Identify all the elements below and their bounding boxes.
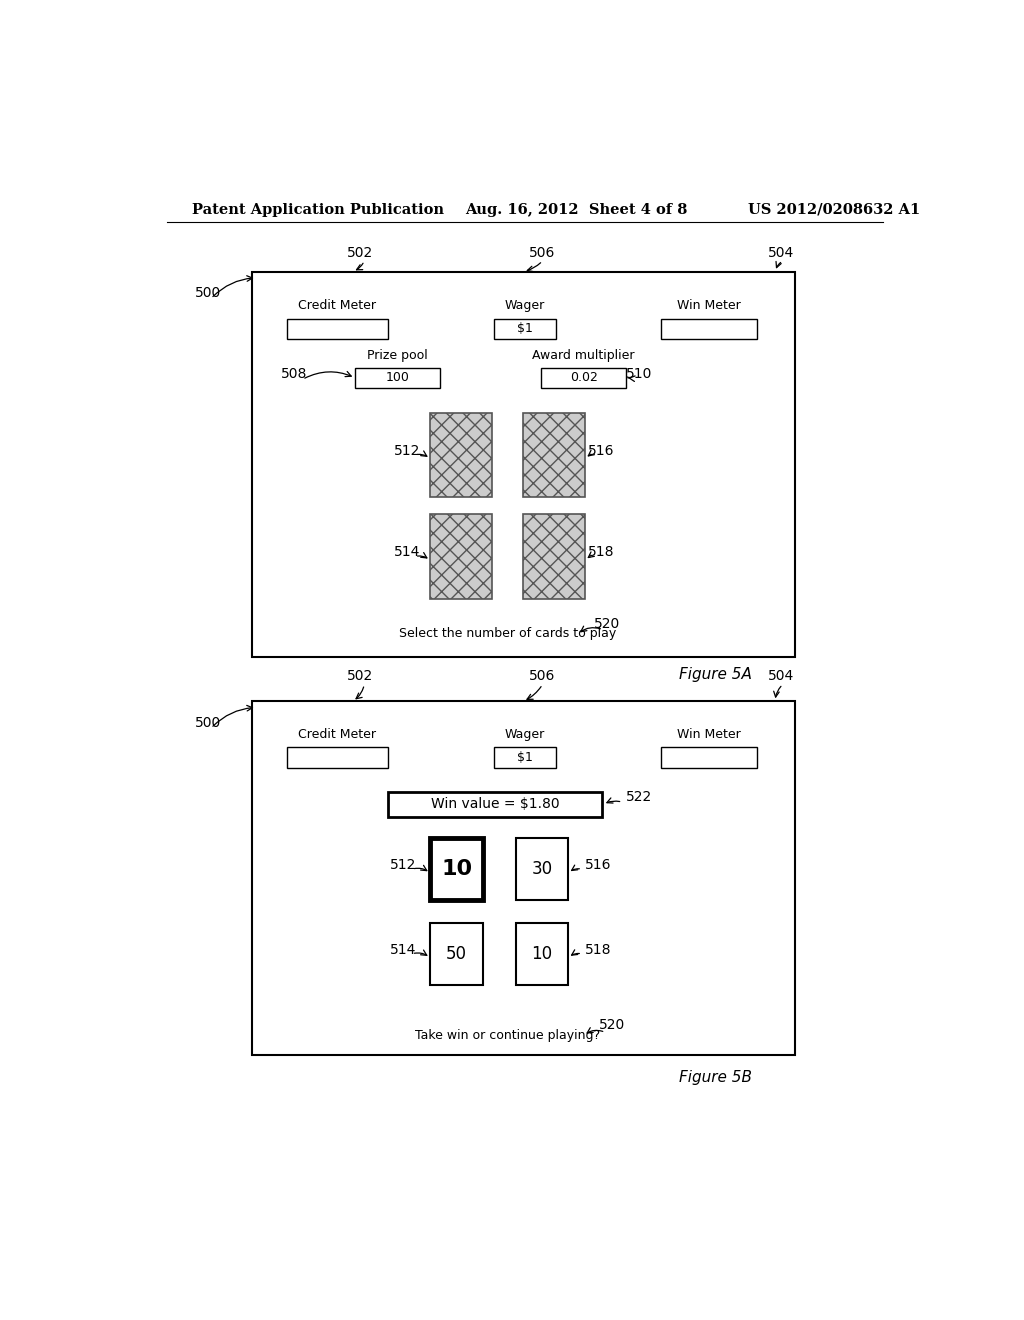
Bar <box>287 747 388 768</box>
Text: 30: 30 <box>531 861 552 878</box>
Text: 516: 516 <box>588 444 614 458</box>
Text: 522: 522 <box>626 789 652 804</box>
Text: 502: 502 <box>347 246 374 260</box>
Text: 50: 50 <box>446 945 467 962</box>
Text: 10: 10 <box>531 945 552 962</box>
Text: 500: 500 <box>196 715 221 730</box>
Text: Prize pool: Prize pool <box>368 348 428 362</box>
Bar <box>494 747 556 768</box>
Text: Aug. 16, 2012  Sheet 4 of 8: Aug. 16, 2012 Sheet 4 of 8 <box>465 203 687 216</box>
Bar <box>430 838 483 900</box>
Text: Figure 5B: Figure 5B <box>679 1071 752 1085</box>
Text: Award multiplier: Award multiplier <box>532 348 635 362</box>
Text: Win Meter: Win Meter <box>677 729 741 742</box>
Text: Figure 5A: Figure 5A <box>679 667 752 682</box>
Text: Credit Meter: Credit Meter <box>298 729 376 742</box>
Bar <box>662 318 758 339</box>
Text: 520: 520 <box>594 618 621 631</box>
Text: 502: 502 <box>347 669 374 682</box>
Text: Select the number of cards to play: Select the number of cards to play <box>399 627 616 640</box>
Text: Wager: Wager <box>505 300 545 313</box>
Bar <box>662 747 758 768</box>
Bar <box>541 368 627 388</box>
Bar <box>430 923 483 985</box>
Text: 510: 510 <box>627 367 652 381</box>
Text: Win Meter: Win Meter <box>677 300 741 313</box>
Text: 506: 506 <box>529 246 556 260</box>
Bar <box>388 792 601 817</box>
Text: 512: 512 <box>390 858 417 873</box>
Text: Take win or continue playing?: Take win or continue playing? <box>415 1028 600 1041</box>
Text: 504: 504 <box>768 669 795 682</box>
Text: 506: 506 <box>529 669 556 682</box>
Text: 514: 514 <box>390 942 417 957</box>
Text: 100: 100 <box>386 371 410 384</box>
Text: $1: $1 <box>517 751 532 764</box>
Bar <box>430 515 493 599</box>
Text: 0.02: 0.02 <box>569 371 598 384</box>
Text: 516: 516 <box>586 858 611 873</box>
Text: Patent Application Publication: Patent Application Publication <box>191 203 443 216</box>
Bar <box>252 272 795 657</box>
Text: $1: $1 <box>517 322 532 335</box>
Bar <box>515 923 568 985</box>
Text: Credit Meter: Credit Meter <box>298 300 376 313</box>
Text: Win value = $1.80: Win value = $1.80 <box>431 797 559 812</box>
Text: 500: 500 <box>196 286 221 300</box>
Bar <box>287 318 388 339</box>
Text: 514: 514 <box>394 545 420 560</box>
Text: Wager: Wager <box>505 729 545 742</box>
Bar <box>430 412 493 498</box>
Bar <box>515 838 568 900</box>
Text: 512: 512 <box>394 444 420 458</box>
Text: 520: 520 <box>598 1018 625 1032</box>
Bar <box>523 515 586 599</box>
Text: 518: 518 <box>586 942 611 957</box>
Bar <box>355 368 440 388</box>
Text: 10: 10 <box>441 859 472 879</box>
Text: 504: 504 <box>768 246 795 260</box>
Text: 508: 508 <box>281 367 307 381</box>
Text: US 2012/0208632 A1: US 2012/0208632 A1 <box>748 203 921 216</box>
Text: 518: 518 <box>588 545 614 560</box>
Bar <box>523 412 586 498</box>
Bar <box>494 318 556 339</box>
Bar <box>252 701 795 1056</box>
